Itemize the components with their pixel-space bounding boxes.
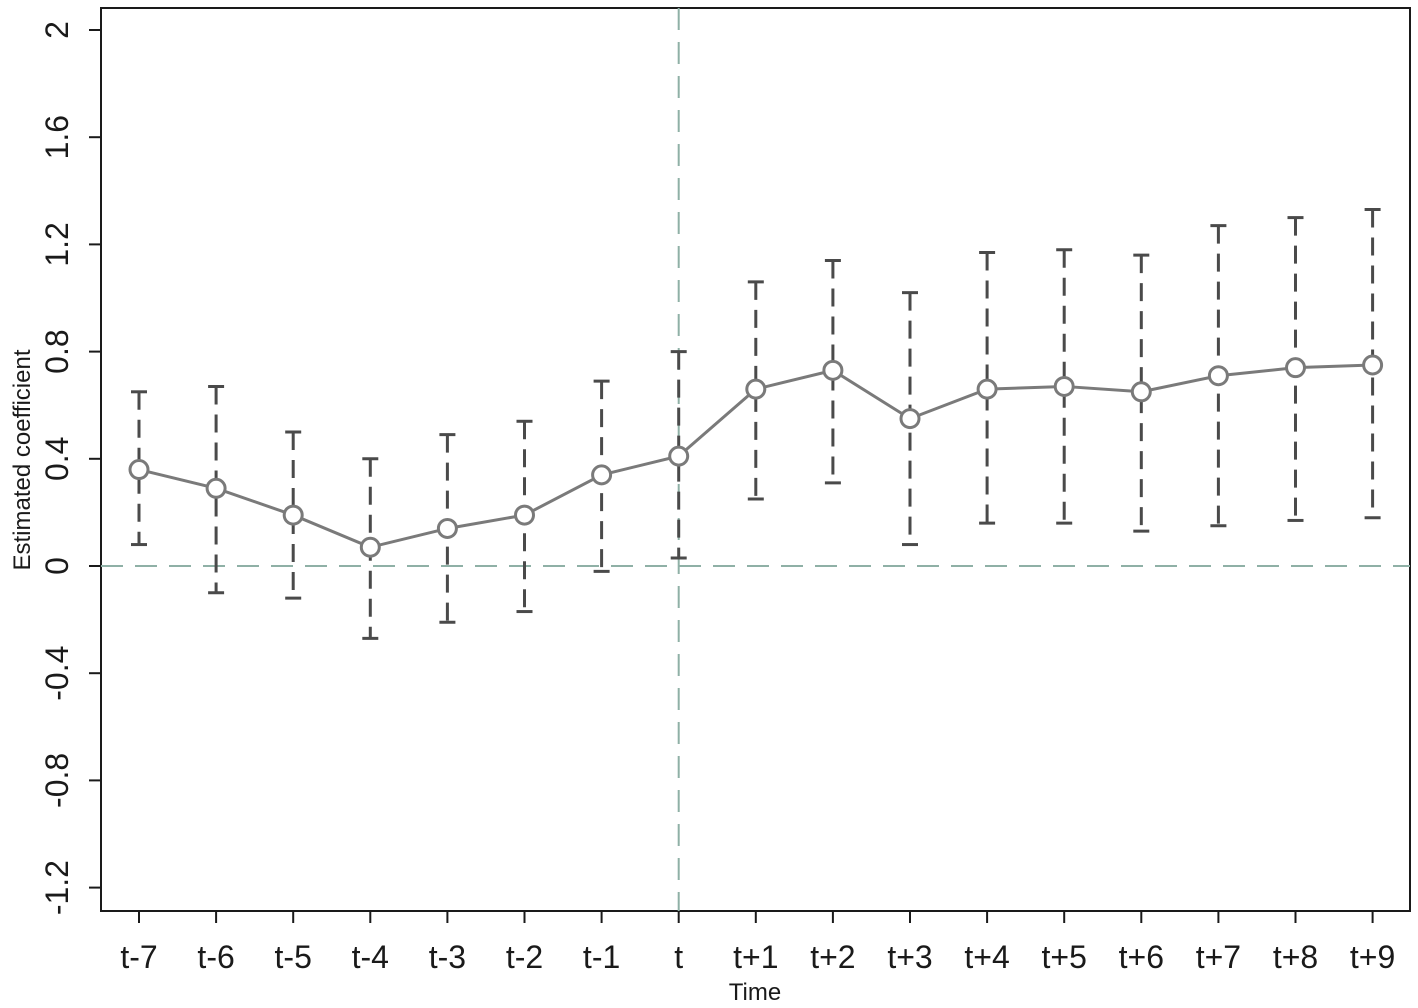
x-tick-label: t-7: [120, 939, 157, 975]
y-tick-label: 1.6: [39, 115, 75, 159]
x-tick-label: t+1: [733, 939, 778, 975]
x-tick-label: t+8: [1273, 939, 1318, 975]
data-point: [822, 359, 844, 381]
x-tick-label: t+3: [887, 939, 932, 975]
x-axis-title: Time: [729, 979, 781, 1006]
x-tick-label: t-6: [197, 939, 234, 975]
data-point: [359, 536, 381, 558]
x-tick-label: t+9: [1350, 939, 1395, 975]
data-point: [1207, 365, 1229, 387]
data-point: [1130, 381, 1152, 403]
y-tick-label: 1.2: [39, 222, 75, 266]
x-tick-label: t+6: [1119, 939, 1164, 975]
data-point: [899, 408, 921, 430]
data-point: [1285, 357, 1306, 379]
x-tick-label: t+7: [1196, 939, 1241, 975]
x-tick-label: t-3: [429, 939, 466, 975]
y-tick-label: -0.4: [39, 646, 75, 701]
x-tick-label: t+5: [1042, 939, 1087, 975]
x-tick-label: t+2: [810, 939, 855, 975]
x-tick-label: t: [674, 939, 683, 975]
y-tick-label: -0.8: [39, 753, 75, 808]
data-point: [1362, 354, 1384, 376]
ci-bar: [747, 280, 764, 501]
x-tick-label: t-5: [275, 939, 312, 975]
data-point: [745, 378, 767, 400]
y-tick-label: 0.4: [39, 437, 75, 481]
x-tick-label: t-1: [583, 939, 620, 975]
y-axis-title: Estimated coefficient: [9, 349, 36, 570]
y-tick-label: -1.2: [39, 860, 75, 915]
x-axis: t-7 t-6 t-5 t-4 t-3 t-2 t-1 t t+1 t+2 t+3 t+4 t+5 t+6…: [120, 911, 1395, 975]
ci-bar: [208, 384, 225, 595]
ci-bar: [285, 430, 302, 600]
y-tick-label: 2: [39, 21, 75, 39]
ci-bar: [131, 390, 147, 547]
ci-bar: [1056, 248, 1073, 525]
ci-bar: [1133, 253, 1150, 533]
ci-bar: [979, 250, 996, 525]
data-point: [591, 464, 613, 486]
confidence-intervals: [131, 208, 1381, 640]
ci-bar: [670, 350, 687, 560]
data-point: [436, 517, 458, 539]
data-point: [205, 477, 227, 499]
data-point: [282, 504, 304, 526]
x-tick-label: t-4: [352, 939, 389, 975]
data-point: [668, 445, 690, 467]
data-point: [1053, 375, 1075, 397]
x-tick-label: t-2: [506, 939, 543, 975]
data-point: [128, 459, 150, 481]
point-markers: [128, 354, 1384, 558]
y-tick-label: 0: [39, 557, 75, 575]
y-tick-label: 0.8: [39, 329, 75, 373]
data-point: [514, 504, 535, 526]
x-tick-label: t+4: [964, 939, 1009, 975]
y-axis: -1.2 -0.8 -0.4 0 0.4 0.8 1.2 1.6 2: [39, 21, 101, 915]
data-point: [976, 378, 998, 400]
ci-bar: [824, 258, 841, 485]
